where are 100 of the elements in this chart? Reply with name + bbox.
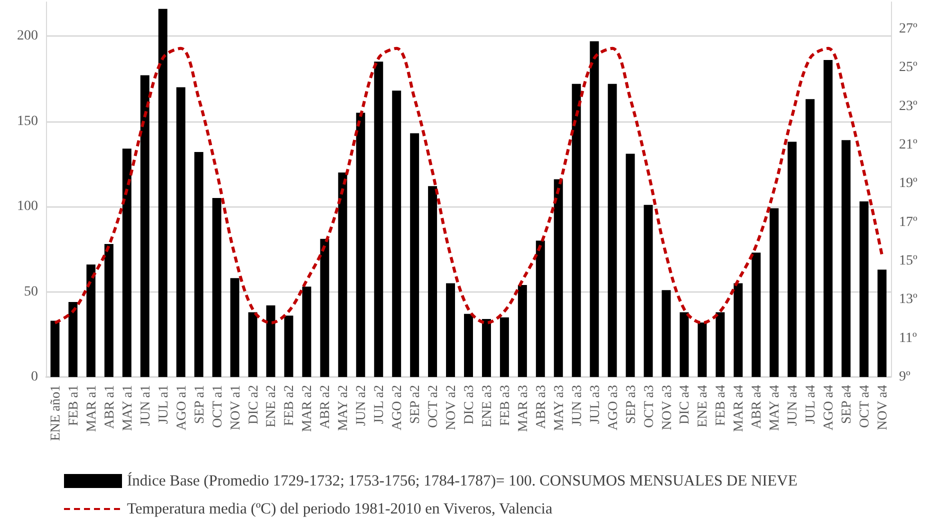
x-tick-label: MAR a3	[514, 384, 530, 432]
bar	[212, 198, 222, 377]
x-tick-label: JUN a4	[784, 384, 800, 426]
bar	[194, 152, 204, 377]
y2-tick-label: 11º	[899, 330, 918, 346]
y2-tick-label: 21º	[899, 138, 918, 153]
bar	[878, 270, 887, 377]
bar	[752, 252, 761, 377]
x-tick-label: SEP a2	[407, 385, 422, 424]
x-tick-label: SEP a4	[838, 384, 854, 424]
bar	[860, 201, 869, 377]
bar	[392, 90, 402, 377]
y-tick-label: 200	[17, 28, 38, 44]
bar	[50, 320, 60, 377]
x-tick-label: MAY a4	[766, 384, 782, 431]
x-tick-label: DIC a2	[245, 385, 260, 424]
y-tick-label: 50	[24, 284, 38, 300]
bar	[572, 84, 581, 377]
bar	[140, 75, 150, 377]
bar	[284, 316, 294, 377]
x-tick-label: AGO a3	[604, 384, 620, 430]
bar	[518, 284, 527, 377]
x-tick-label: MAY a1	[119, 385, 134, 431]
x-tick-label: FEB a4	[712, 384, 728, 426]
y-tick-label: 0	[31, 370, 38, 384]
bar	[770, 208, 779, 377]
y2-tick-label: 17º	[899, 214, 918, 230]
bar	[338, 172, 348, 377]
bar	[716, 312, 725, 377]
bar	[122, 148, 132, 377]
x-tick-label: JUL a4	[802, 384, 818, 424]
bar	[536, 240, 545, 377]
x-tick-label: NOV a2	[443, 385, 458, 430]
x-tick-label: JUN a2	[353, 385, 368, 426]
x-tick-label: NOV a4	[874, 384, 890, 430]
x-tick-label: OCT a2	[425, 385, 440, 428]
x-tick-label: OCT a3	[640, 384, 656, 428]
x-tick-label: SEP a1	[191, 385, 206, 424]
bar	[446, 283, 456, 377]
bar	[410, 133, 420, 377]
y2-tick-label: 9º	[899, 370, 911, 384]
bar	[662, 290, 671, 377]
y2-tick-label: 13º	[899, 292, 918, 308]
x-tick-label: OCT a1	[209, 385, 224, 428]
x-tick-label: AGO a2	[389, 385, 404, 430]
bar	[500, 317, 509, 377]
bar	[698, 322, 707, 377]
x-tick-label: MAR a4	[730, 384, 746, 432]
x-tick-label: JUN a1	[137, 385, 152, 426]
bar	[626, 154, 635, 377]
bar	[824, 60, 833, 377]
y2-tick-label: 15º	[899, 254, 918, 269]
y-tick-label: 150	[17, 114, 38, 129]
x-tick-label: ABR a3	[532, 384, 548, 429]
x-tick-label: FEB a1	[65, 385, 80, 426]
bar	[230, 278, 240, 377]
x-tick-label: ENE año1	[47, 385, 62, 441]
bar	[320, 238, 330, 377]
bar	[788, 142, 797, 377]
x-tick-label: FEB a2	[281, 385, 296, 426]
bar	[356, 112, 366, 377]
x-tick-label: NOV a3	[658, 384, 674, 430]
bar	[302, 286, 312, 377]
bar	[608, 84, 617, 377]
x-tick-label: ENE a2	[263, 385, 278, 428]
bar	[464, 314, 473, 377]
x-tick-label: OCT a4	[856, 384, 872, 428]
y-tick-label: 100	[17, 199, 38, 214]
bar	[428, 186, 438, 377]
bar	[158, 8, 168, 377]
x-tick-label: NOV a1	[227, 385, 242, 430]
x-tick-label: ENE a3	[478, 384, 494, 428]
x-tick-label: ENE a4	[694, 384, 710, 428]
y2-tick-label: 27º	[899, 22, 918, 37]
y2-tick-label: 19º	[899, 176, 918, 192]
legend-label: Índice Base (Promedio 1729-1732; 1753-1756; 1784-1787)= 100. CONSUMOS MENSUALES DE NIEVE	[127, 472, 798, 490]
x-tick-label: MAY a2	[335, 385, 350, 431]
bar	[806, 99, 815, 377]
x-tick-label: AGO a4	[820, 384, 836, 430]
x-tick-label: MAR a2	[299, 385, 314, 432]
x-tick-label: MAR a1	[83, 385, 98, 432]
bar	[680, 312, 689, 377]
x-tick-label: ABR a2	[317, 385, 332, 429]
x-tick-label: SEP a3	[622, 384, 638, 424]
x-tick-label: JUL a1	[155, 385, 170, 424]
line-series	[53, 46, 884, 324]
bar	[266, 305, 276, 377]
x-tick-label: JUL a3	[586, 384, 602, 424]
bar	[554, 179, 563, 377]
bar	[734, 283, 743, 377]
x-tick-label: AGO a1	[173, 385, 188, 430]
x-tick-label: ABR a1	[101, 385, 116, 429]
y2-tick-label: 23º	[899, 98, 918, 114]
legend-label: Temperatura media (ºC) del periodo 1981-2010 en Viveros, Valencia	[127, 500, 552, 518]
bar	[482, 319, 491, 377]
x-tick-label: DIC a3	[461, 384, 476, 424]
bar	[374, 62, 384, 377]
bar	[86, 264, 96, 377]
x-tick-label: FEB a3	[496, 384, 512, 426]
x-tick-label: JUN a3	[568, 384, 584, 426]
